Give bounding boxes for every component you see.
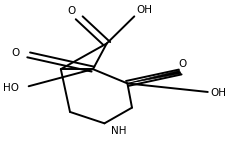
- Polygon shape: [127, 70, 181, 83]
- Text: OH: OH: [210, 88, 226, 98]
- Text: O: O: [11, 49, 20, 58]
- Text: NH: NH: [111, 126, 127, 136]
- Text: O: O: [67, 6, 75, 16]
- Text: O: O: [178, 59, 187, 69]
- Text: OH: OH: [137, 5, 153, 15]
- Text: HO: HO: [4, 83, 20, 93]
